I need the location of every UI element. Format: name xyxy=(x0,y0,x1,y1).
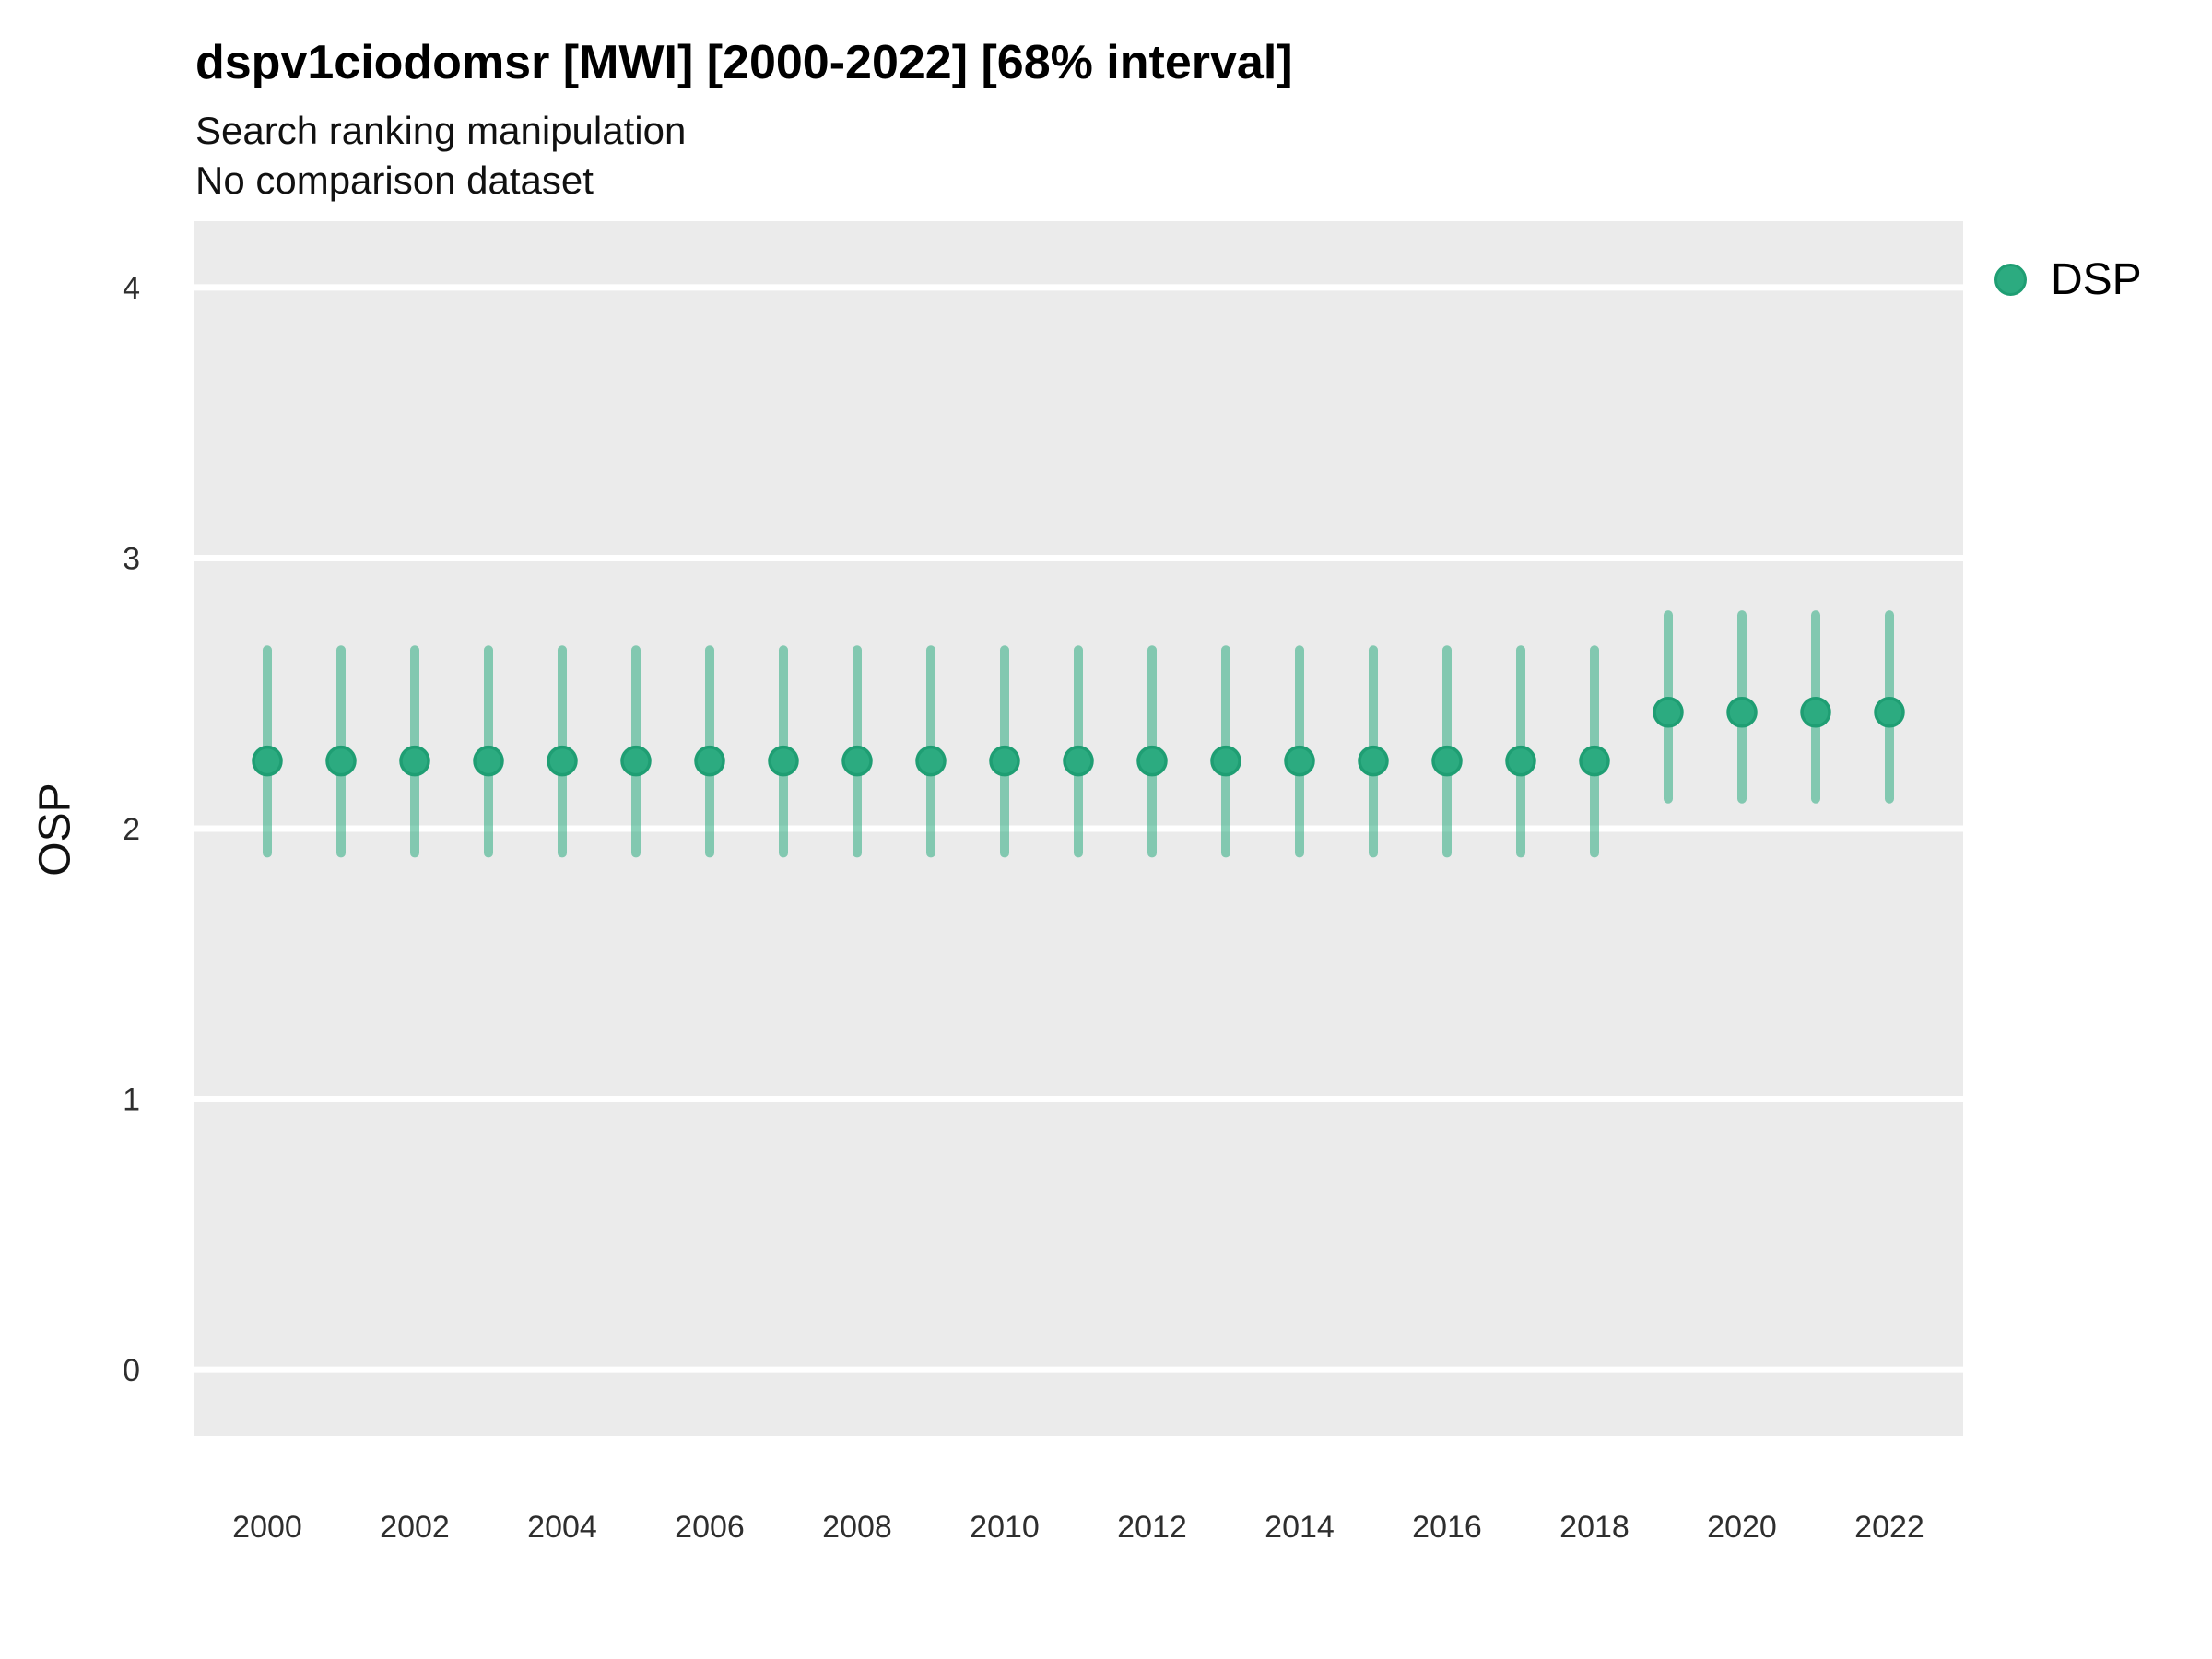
x-tick-label-2006: 2006 xyxy=(675,1510,745,1545)
point-2005 xyxy=(620,745,652,777)
point-2003 xyxy=(473,745,504,777)
point-2014 xyxy=(1284,745,1315,777)
x-tick-label-2014: 2014 xyxy=(1265,1510,1335,1545)
x-tick-label-2018: 2018 xyxy=(1559,1510,1630,1545)
legend: DSP xyxy=(1994,254,2142,305)
point-2016 xyxy=(1431,745,1463,777)
chart-title: dspv1ciodomsr [MWI] [2000-2022] [68% int… xyxy=(195,36,1293,89)
legend-point-icon xyxy=(1994,264,2027,296)
point-2022 xyxy=(1874,697,1905,728)
point-2020 xyxy=(1726,697,1758,728)
x-tick-label-2000: 2000 xyxy=(232,1510,302,1545)
point-2013 xyxy=(1210,745,1241,777)
y-tick-label-3: 3 xyxy=(123,541,140,576)
point-2019 xyxy=(1653,697,1684,728)
chart-subtitle-1: Search ranking manipulation xyxy=(195,109,687,152)
y-tick-label-1: 1 xyxy=(123,1083,140,1118)
point-2006 xyxy=(694,745,725,777)
x-tick-label-2012: 2012 xyxy=(1117,1510,1187,1545)
x-tick-label-2016: 2016 xyxy=(1412,1510,1482,1545)
point-2017 xyxy=(1505,745,1536,777)
point-2007 xyxy=(768,745,799,777)
x-tick-label-2004: 2004 xyxy=(527,1510,597,1545)
point-2001 xyxy=(325,745,357,777)
point-2004 xyxy=(547,745,578,777)
point-2009 xyxy=(915,745,947,777)
x-tick-label-2002: 2002 xyxy=(380,1510,450,1545)
x-tick-label-2020: 2020 xyxy=(1707,1510,1777,1545)
y-tick-label-0: 0 xyxy=(123,1353,140,1388)
point-2000 xyxy=(252,745,283,777)
y-axis-title: OSP xyxy=(30,782,80,877)
point-2015 xyxy=(1358,745,1389,777)
point-2012 xyxy=(1136,745,1168,777)
y-tick-label-4: 4 xyxy=(123,271,140,306)
point-2011 xyxy=(1063,745,1094,777)
x-tick-label-2008: 2008 xyxy=(822,1510,892,1545)
point-2010 xyxy=(989,745,1020,777)
point-2002 xyxy=(399,745,430,777)
y-tick-label-2: 2 xyxy=(123,812,140,847)
legend-label: DSP xyxy=(2051,255,2142,304)
x-tick-label-2010: 2010 xyxy=(970,1510,1040,1545)
point-2021 xyxy=(1800,697,1831,728)
point-2008 xyxy=(841,745,873,777)
x-tick-label-2022: 2022 xyxy=(1854,1510,1924,1545)
chart-subtitle-2: No comparison dataset xyxy=(195,159,594,202)
point-2018 xyxy=(1579,745,1610,777)
